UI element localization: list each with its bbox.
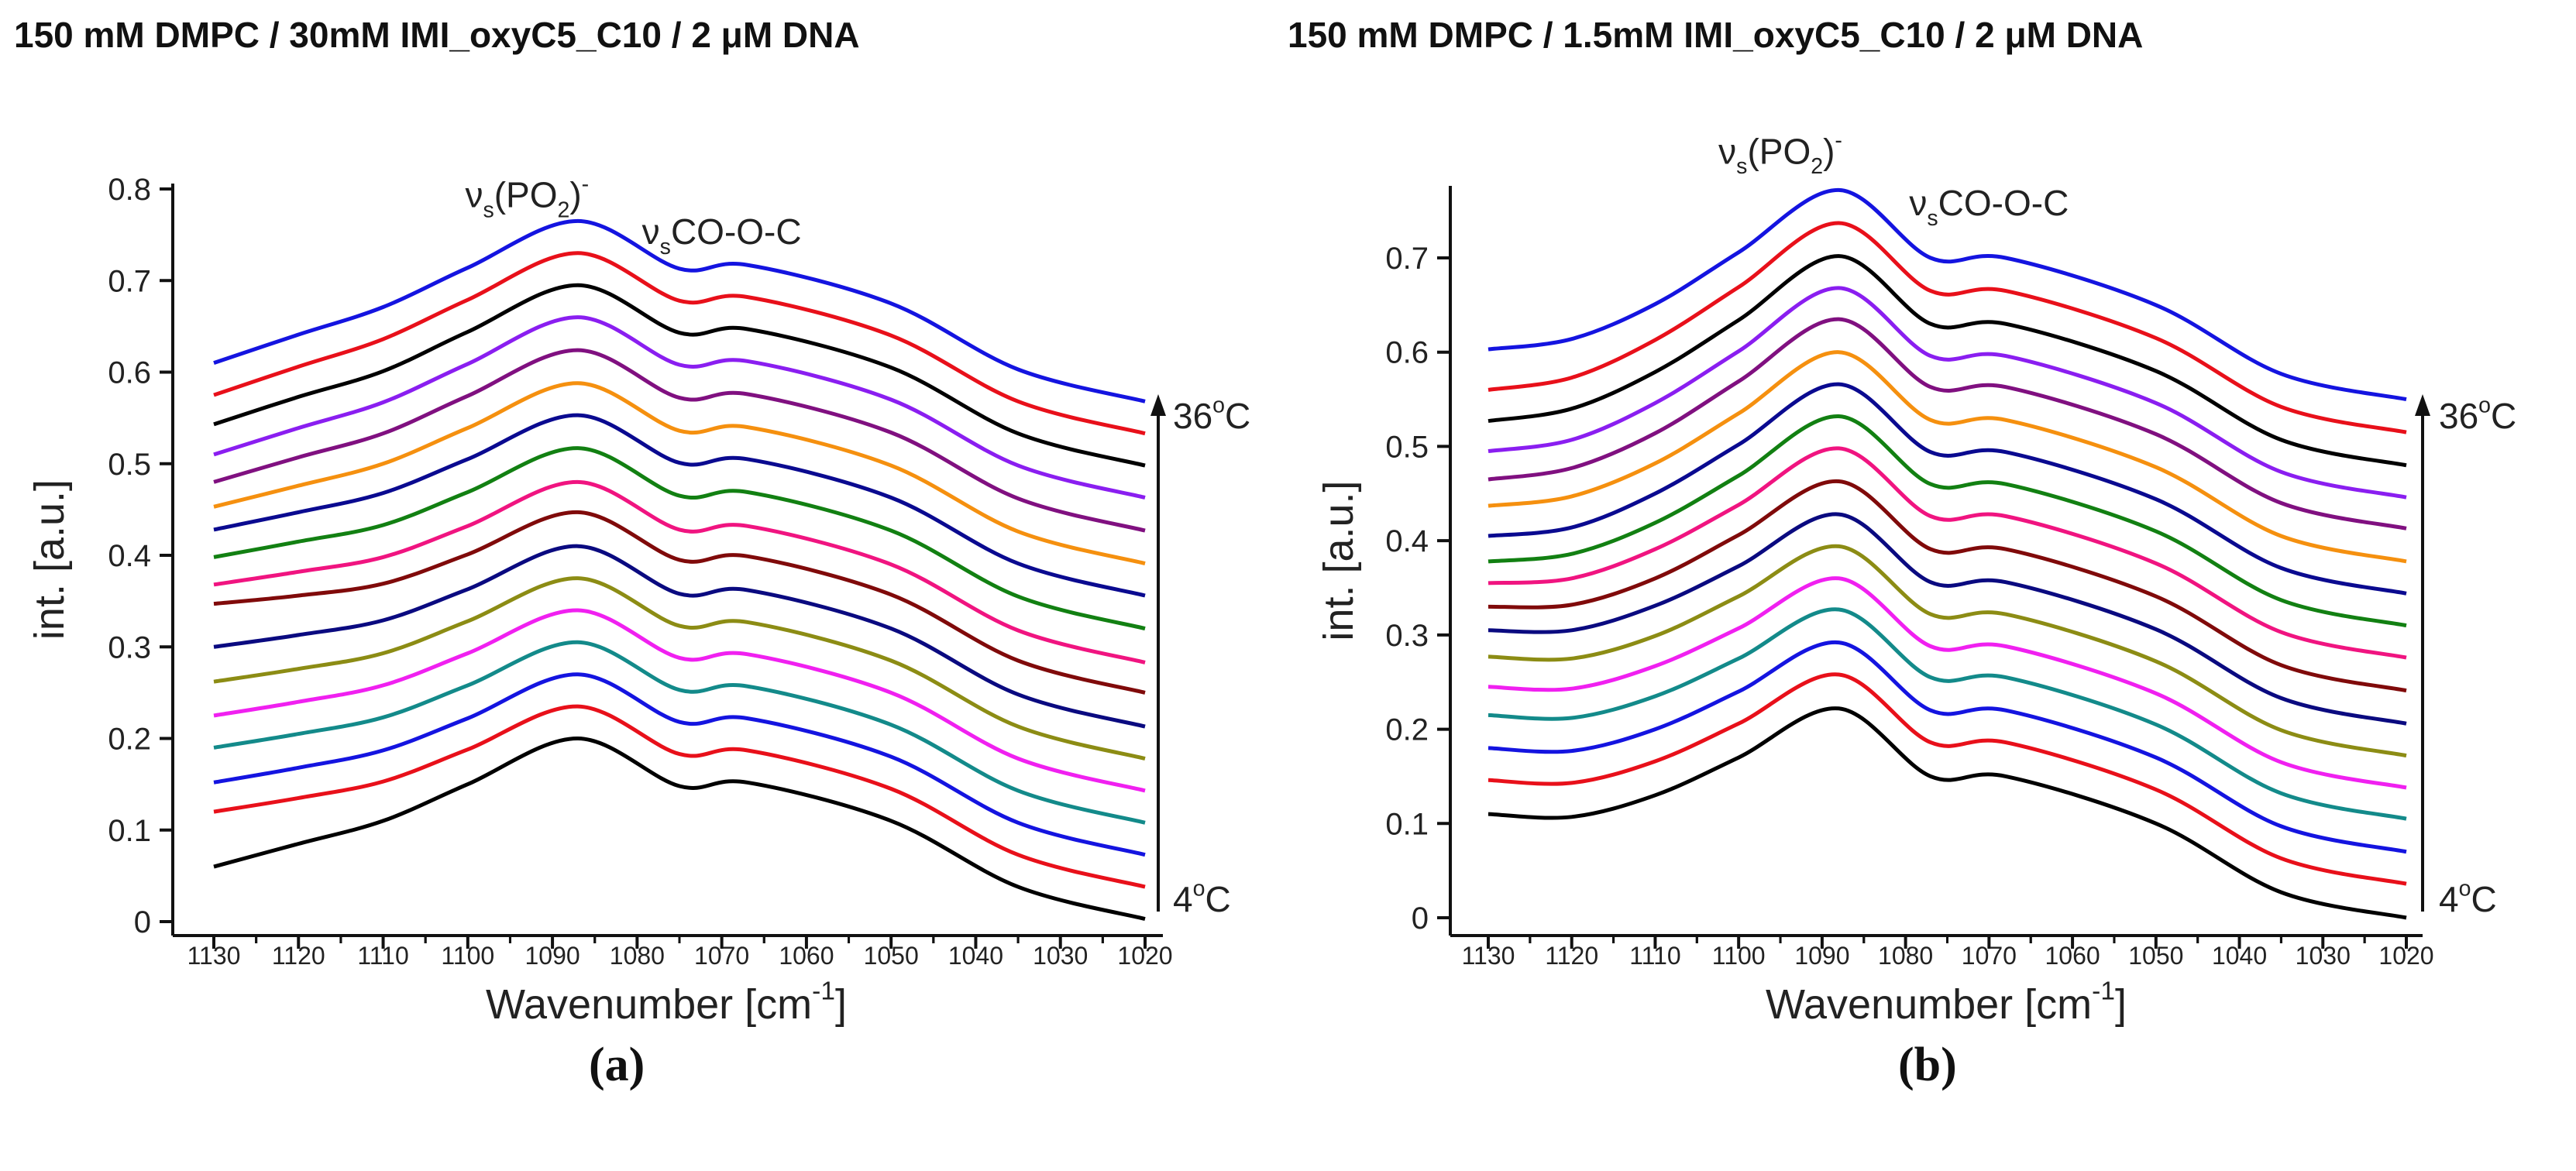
panel-b-x-tick-label: 1100 [1712, 942, 1766, 970]
panel-a-y-axis-title: int. [a.u.] [26, 479, 73, 640]
panel-b-x-tick-label: 1120 [1545, 942, 1598, 970]
panel-a-temperature-high-label: 36o​C [1173, 393, 1250, 436]
panel-b-x-tick-label: 1130 [1462, 942, 1515, 970]
panel-a-series-line-32degC [213, 283, 1146, 468]
panel-b-temperature-high-label: 36o​C [2439, 393, 2516, 436]
panel-b-series-line-22degC [1487, 414, 2407, 628]
panel-b-x-tick-label: 1110 [1629, 942, 1680, 970]
panel-a-y-tick-label: 0.2 [108, 723, 151, 757]
panel-a-x-tick-label: 1080 [610, 942, 665, 970]
panel-a-annotation-co-o-c: νs​CO-O-C [642, 211, 802, 259]
panel-b-series-line-30degC [1487, 286, 2407, 500]
panel-b-x-tick-label: 1040 [2212, 942, 2267, 970]
panel-a-x-axis-title: Wavenumber [cm-1​] [486, 977, 847, 1028]
panel-b-x-tick-label: 1080 [1878, 942, 1933, 970]
panel-b-series-line-34degC [1487, 221, 2407, 434]
panel-a-temperature-low-label: 4o​C [1173, 876, 1231, 919]
panel-b-annotation-po2: νs​(PO2​)-​ [1718, 129, 1842, 180]
panel-b-series-line-6degC [1487, 672, 2407, 886]
panel-a-x-tick-label: 1060 [779, 942, 834, 970]
panel-a-series-line-30degC [213, 315, 1146, 500]
panel-a-series-line-34degC [213, 251, 1146, 436]
panel-b-series-line-4degC [1487, 706, 2407, 920]
panel-b-y-tick-label: 0 [1412, 901, 1429, 936]
panel-a-y-tick-label: 0.7 [108, 264, 151, 298]
panel-b-series-line-20degC [1487, 446, 2407, 660]
panel-a-x-tick-label: 1110 [357, 942, 408, 970]
panel-b-temperature-low-label: 4o​C [2439, 876, 2497, 919]
panel-b-series-line-10degC [1487, 607, 2407, 821]
panel-a-x-tick-label: 1100 [441, 942, 494, 970]
panel-b-series-line-8degC [1487, 640, 2407, 854]
panel-a-y-tick-label: 0 [134, 905, 151, 939]
panel-a-series-line-4degC [213, 736, 1146, 921]
panel-a-series-line-8degC [213, 672, 1146, 857]
panel-b-label: (b) [1898, 1039, 1957, 1091]
panel-b-series-line-24degC [1487, 382, 2407, 596]
panel-b-y-tick-label: 0.1 [1385, 807, 1429, 841]
panel-b-x-tick-label: 1070 [1962, 942, 2017, 970]
panel-b-annotation-co-o-c: νs​CO-O-C [1909, 183, 2069, 231]
panel-a-x-tick-label: 1020 [1117, 942, 1172, 970]
panel-b-series-line-18degC [1487, 479, 2407, 693]
panel-a-series-line-14degC [213, 576, 1146, 761]
panel-a-series-line-36degC [213, 218, 1146, 403]
panel-a-y-tick-label: 0.3 [108, 630, 151, 664]
panel-a-y-tick-label: 0.8 [108, 173, 151, 207]
panel-b-series-line-12degC [1487, 576, 2407, 790]
panel-b-x-tick-label: 1060 [2045, 942, 2100, 970]
panel-a-series-line-28degC [213, 348, 1146, 533]
panel-a-series-line-16degC [213, 544, 1146, 729]
panel-b-series-line-36degC [1487, 187, 2407, 402]
panel-b-series-line-32degC [1487, 254, 2407, 468]
panel-a-series-line-10degC [213, 640, 1146, 825]
panel-a-series-line-6degC [213, 704, 1146, 889]
panel-a-x-tick-label: 1030 [1033, 942, 1088, 970]
panel-b-x-tick-label: 1090 [1794, 942, 1849, 970]
panel-b-series-line-28degC [1487, 317, 2407, 531]
panel-b-series-line-26degC [1487, 350, 2407, 564]
panel-a-series-line-20degC [213, 479, 1146, 664]
panel-b-x-tick-label: 1030 [2296, 942, 2351, 970]
panel-a-y-tick-label: 0.4 [108, 539, 151, 573]
panel-a-title: 150 mM DMPC / 30mM IMI_oxyC5_C10 / 2 μM … [14, 15, 860, 55]
panel-a-y-tick-label: 0.1 [108, 814, 151, 848]
panel-b-series-line-14degC [1487, 544, 2407, 758]
panel-a-x-tick-label: 1120 [272, 942, 325, 970]
panel-a-x-tick-label: 1090 [524, 942, 580, 970]
panel-b-y-tick-label: 0.4 [1385, 524, 1429, 558]
panel-b-x-tick-label: 1020 [2378, 942, 2433, 970]
panel-a-label: (a) [589, 1039, 645, 1091]
panel-b-y-tick-label: 0.6 [1385, 336, 1429, 370]
panel-b-series-line-16degC [1487, 512, 2407, 726]
panel-a-x-tick-label: 1040 [948, 942, 1003, 970]
panel-a-series-line-24degC [213, 413, 1146, 598]
panel-b-title: 150 mM DMPC / 1.5mM IMI_oxyC5_C10 / 2 μM… [1288, 15, 2144, 55]
panel-b-x-tick-label: 1050 [2128, 942, 2183, 970]
panel-a-arrow-head-icon [1150, 394, 1166, 416]
panel-b-y-tick-label: 0.5 [1385, 430, 1429, 464]
panel-b-x-axis-title: Wavenumber [cm-1​] [1766, 977, 2127, 1028]
panel-a-y-tick-label: 0.5 [108, 448, 151, 482]
panel-a-annotation-po2: νs​(PO2​)-​ [465, 172, 589, 223]
panel-a-series-line-26degC [213, 381, 1146, 566]
panel-b-y-axis-title: int. [a.u.] [1316, 480, 1362, 640]
panel-a-series-line-18degC [213, 510, 1146, 695]
panel-b-y-tick-label: 0.3 [1385, 619, 1429, 653]
panel-a-x-tick-label: 1130 [187, 942, 241, 970]
panel-a-x-tick-label: 1070 [694, 942, 749, 970]
panel-a-y-tick-label: 0.6 [108, 356, 151, 390]
panel-b-y-tick-label: 0.7 [1385, 242, 1429, 276]
panel-a-series-line-22degC [213, 446, 1146, 631]
panel-a-x-tick-label: 1050 [864, 942, 919, 970]
panel-b-y-tick-label: 0.2 [1385, 713, 1429, 747]
panel-b-arrow-head-icon [2415, 394, 2430, 416]
panel-a-series-line-12degC [213, 608, 1146, 793]
